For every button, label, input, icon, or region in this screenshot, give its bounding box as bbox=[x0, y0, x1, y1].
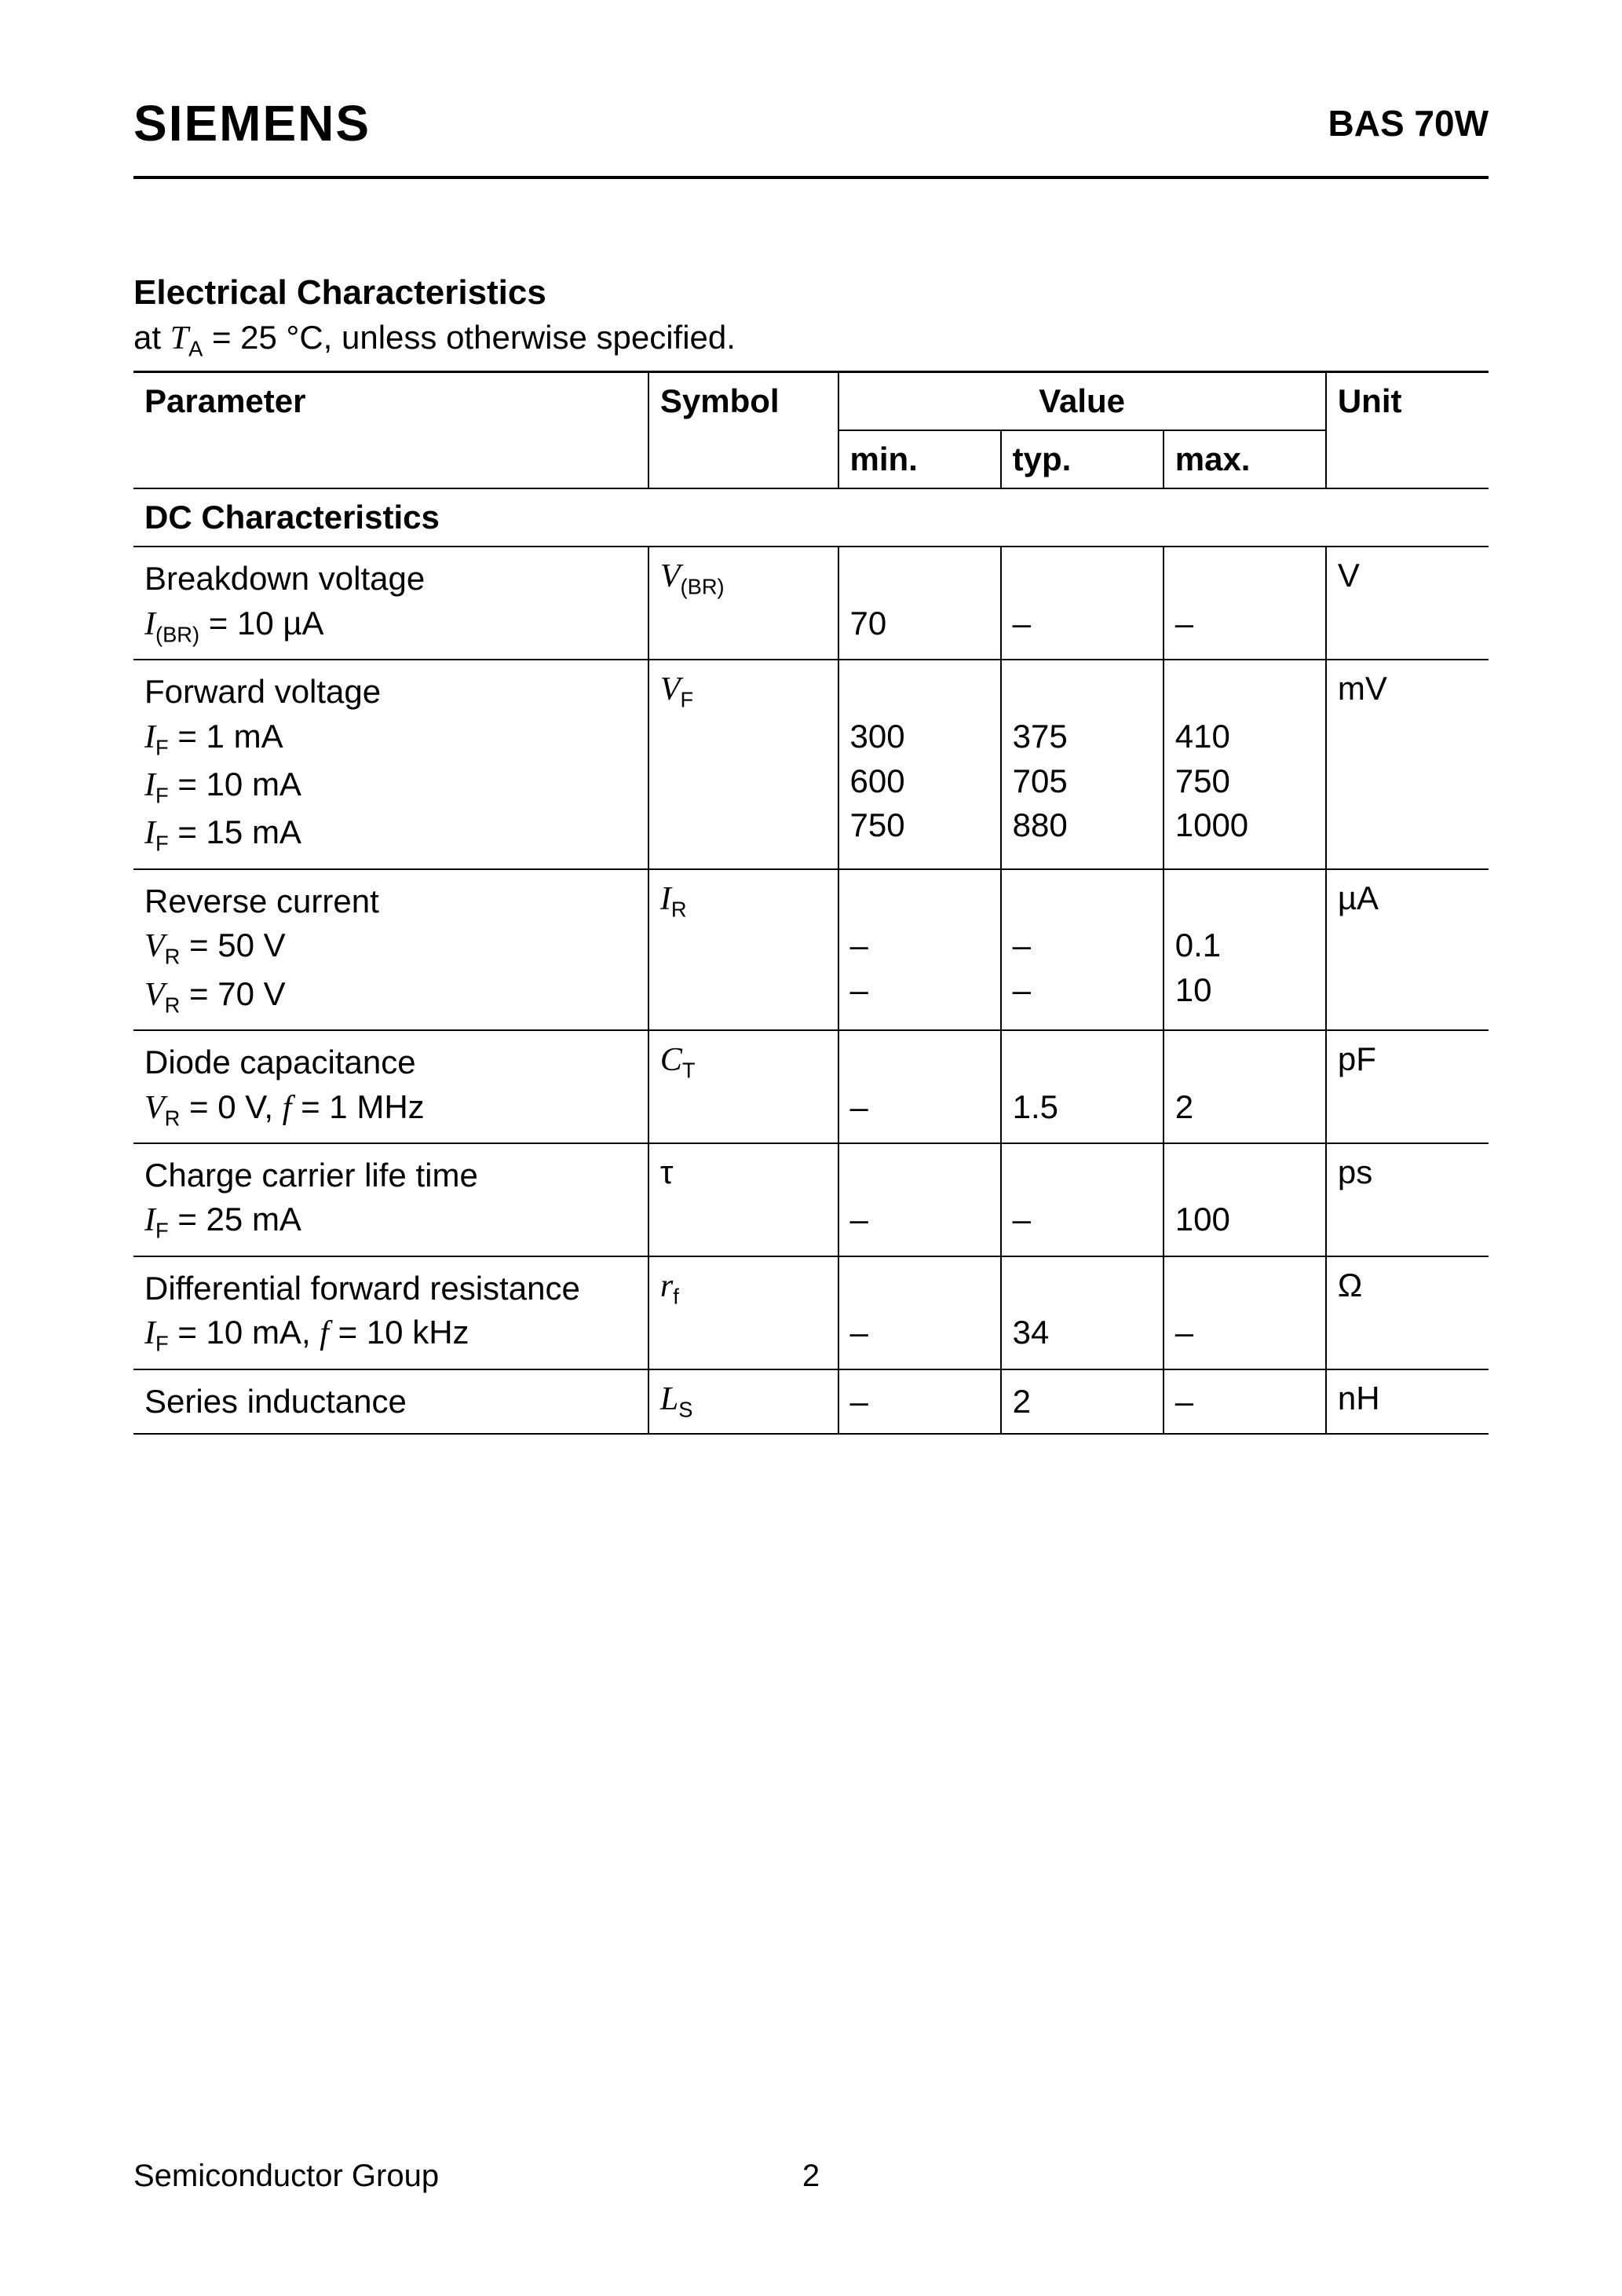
part-number: BAS 70W bbox=[1328, 102, 1489, 144]
table-row: Forward voltageIF = 1 mAIF = 10 mAIF = 1… bbox=[133, 660, 1489, 868]
cell-unit: ps bbox=[1326, 1143, 1489, 1256]
cell-unit: pF bbox=[1326, 1030, 1489, 1143]
subtitle-sub: A bbox=[188, 336, 203, 360]
characteristics-table: Parameter Symbol Value Unit min. typ. ma… bbox=[133, 371, 1489, 1435]
cell-min: – bbox=[838, 1256, 1001, 1369]
cell-max: – bbox=[1164, 1256, 1326, 1369]
th-unit: Unit bbox=[1326, 372, 1489, 489]
subtitle-symbol: T bbox=[170, 320, 188, 356]
cell-parameter: Charge carrier life timeIF = 25 mA bbox=[133, 1143, 648, 1256]
cell-parameter: Reverse currentVR = 50 VVR = 70 V bbox=[133, 869, 648, 1030]
cell-symbol: τ bbox=[648, 1143, 838, 1256]
cell-min: – bbox=[838, 1143, 1001, 1256]
cell-parameter: Differential forward resistanceIF = 10 m… bbox=[133, 1256, 648, 1369]
param-condition: I(BR) = 10 µA bbox=[144, 601, 637, 649]
th-parameter: Parameter bbox=[133, 372, 648, 489]
cell-typ: 34 bbox=[1001, 1256, 1164, 1369]
footer-page-number: 2 bbox=[802, 2159, 820, 2194]
section-subtitle: at TA = 25 °C, unless otherwise specifie… bbox=[133, 319, 1489, 361]
param-title: Diode capacitance bbox=[144, 1040, 637, 1085]
cell-min: –– bbox=[838, 869, 1001, 1030]
param-condition: VR = 0 V, f = 1 MHz bbox=[144, 1085, 637, 1133]
table-row: Diode capacitanceVR = 0 V, f = 1 MHzCT –… bbox=[133, 1030, 1489, 1143]
cell-symbol: CT bbox=[648, 1030, 838, 1143]
subtitle-suffix: = 25 °C, unless otherwise specified. bbox=[203, 319, 736, 356]
section-row: DC Characteristics bbox=[133, 488, 1489, 547]
cell-symbol: V(BR) bbox=[648, 547, 838, 660]
page-header: SIEMENS BAS 70W bbox=[133, 94, 1489, 152]
param-title: Forward voltage bbox=[144, 670, 637, 715]
cell-min: 70 bbox=[838, 547, 1001, 660]
table-header-row-1: Parameter Symbol Value Unit bbox=[133, 372, 1489, 431]
dc-characteristics-header: DC Characteristics bbox=[133, 488, 1489, 547]
cell-typ: – bbox=[1001, 1143, 1164, 1256]
cell-min: 300600750 bbox=[838, 660, 1001, 868]
th-typ: typ. bbox=[1001, 430, 1164, 488]
cell-typ: 1.5 bbox=[1001, 1030, 1164, 1143]
th-max: max. bbox=[1164, 430, 1326, 488]
cell-symbol: rf bbox=[648, 1256, 838, 1369]
cell-max: – bbox=[1164, 547, 1326, 660]
cell-typ: – bbox=[1001, 547, 1164, 660]
cell-parameter: Breakdown voltageI(BR) = 10 µA bbox=[133, 547, 648, 660]
param-condition: IF = 10 mA bbox=[144, 762, 637, 810]
cell-max: 0.110 bbox=[1164, 869, 1326, 1030]
table-row: Reverse currentVR = 50 VVR = 70 VIR –– –… bbox=[133, 869, 1489, 1030]
cell-unit: Ω bbox=[1326, 1256, 1489, 1369]
page-footer: Semiconductor Group 2 bbox=[133, 2159, 1489, 2194]
param-condition: VR = 50 V bbox=[144, 923, 637, 971]
cell-unit: nH bbox=[1326, 1369, 1489, 1435]
th-symbol: Symbol bbox=[648, 372, 838, 489]
param-title: Breakdown voltage bbox=[144, 557, 637, 601]
cell-min: – bbox=[838, 1030, 1001, 1143]
th-min: min. bbox=[838, 430, 1001, 488]
param-title: Series inductance bbox=[144, 1380, 637, 1424]
param-condition: IF = 25 mA bbox=[144, 1197, 637, 1245]
cell-max: – bbox=[1164, 1369, 1326, 1435]
cell-unit: V bbox=[1326, 547, 1489, 660]
cell-symbol: VF bbox=[648, 660, 838, 868]
cell-max: 4107501000 bbox=[1164, 660, 1326, 868]
param-condition: IF = 1 mA bbox=[144, 715, 637, 762]
cell-unit: mV bbox=[1326, 660, 1489, 868]
cell-typ: 375705880 bbox=[1001, 660, 1164, 868]
cell-parameter: Forward voltageIF = 1 mAIF = 10 mAIF = 1… bbox=[133, 660, 648, 868]
subtitle-prefix: at bbox=[133, 319, 170, 356]
cell-symbol: LS bbox=[648, 1369, 838, 1435]
section-title: Electrical Characteristics bbox=[133, 273, 1489, 313]
th-value: Value bbox=[838, 372, 1326, 431]
cell-symbol: IR bbox=[648, 869, 838, 1030]
param-condition: IF = 15 mA bbox=[144, 810, 637, 858]
param-condition: IF = 10 mA, f = 10 kHz bbox=[144, 1311, 637, 1358]
footer-left: Semiconductor Group bbox=[133, 2159, 439, 2194]
cell-max: 2 bbox=[1164, 1030, 1326, 1143]
param-title: Charge carrier life time bbox=[144, 1153, 637, 1198]
table-row: Charge carrier life timeIF = 25 mAτ – – … bbox=[133, 1143, 1489, 1256]
cell-parameter: Diode capacitanceVR = 0 V, f = 1 MHz bbox=[133, 1030, 648, 1143]
cell-parameter: Series inductance bbox=[133, 1369, 648, 1435]
cell-max: 100 bbox=[1164, 1143, 1326, 1256]
param-condition: VR = 70 V bbox=[144, 972, 637, 1020]
cell-typ: –– bbox=[1001, 869, 1164, 1030]
table-row: Series inductanceLS–2–nH bbox=[133, 1369, 1489, 1435]
table-row: Breakdown voltageI(BR) = 10 µAV(BR) 70 –… bbox=[133, 547, 1489, 660]
cell-min: – bbox=[838, 1369, 1001, 1435]
cell-typ: 2 bbox=[1001, 1369, 1164, 1435]
header-rule bbox=[133, 176, 1489, 179]
param-title: Reverse current bbox=[144, 879, 637, 924]
table-row: Differential forward resistanceIF = 10 m… bbox=[133, 1256, 1489, 1369]
cell-unit: µA bbox=[1326, 869, 1489, 1030]
siemens-logo: SIEMENS bbox=[133, 94, 371, 152]
param-title: Differential forward resistance bbox=[144, 1267, 637, 1311]
